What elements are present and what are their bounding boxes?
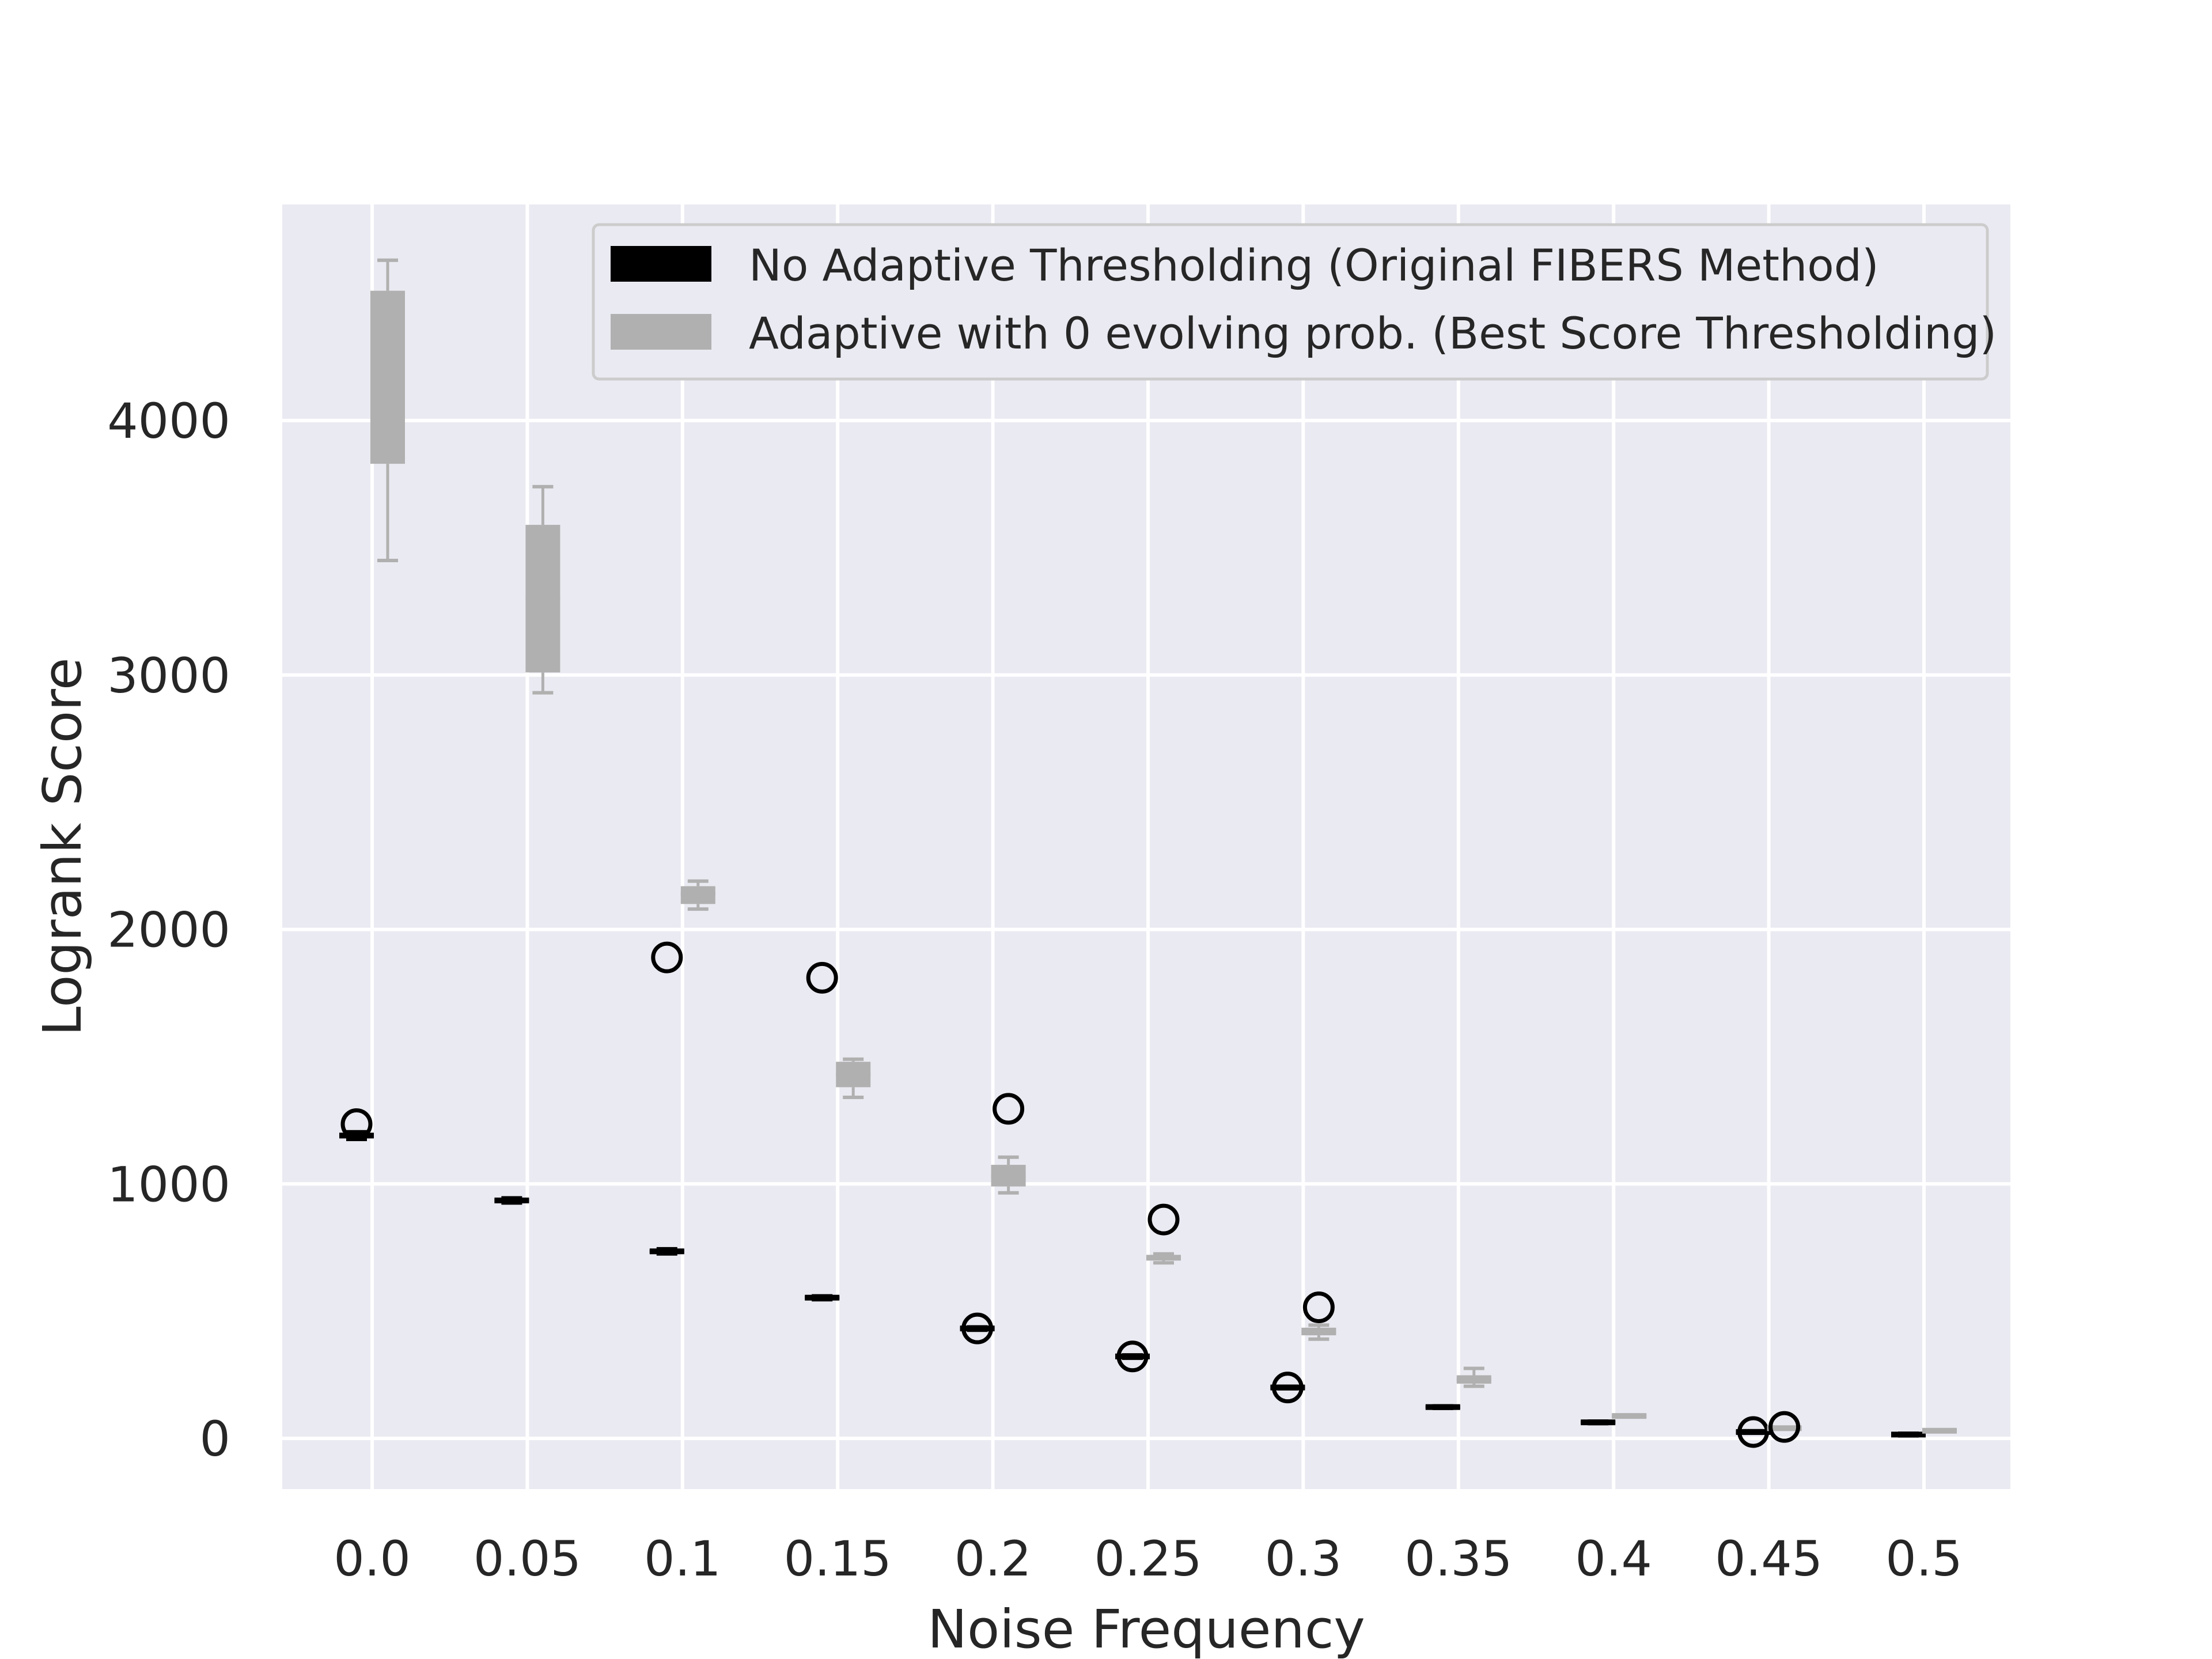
box-series1-cat2 — [680, 879, 715, 911]
legend-label-no-adaptive: No Adaptive Thresholding (Original FIBER… — [749, 240, 1879, 291]
grid-layer — [282, 204, 2010, 1489]
box-series0-cat4 — [960, 1312, 995, 1344]
box-series1-cat0 — [370, 258, 405, 562]
box-series0-cat7 — [1425, 1404, 1460, 1410]
box-series1-cat3 — [836, 1057, 871, 1100]
box-series0-cat3 — [805, 961, 840, 1302]
outlier-point — [1302, 1291, 1335, 1323]
x-tick-label-0: 0.0 — [334, 1531, 411, 1587]
box-series0-cat10 — [1891, 1431, 1926, 1438]
series-1 — [370, 258, 1957, 1443]
x-tick-label-7: 0.35 — [1404, 1531, 1512, 1587]
legend-frame — [592, 223, 1989, 381]
x-tick-label-1: 0.05 — [474, 1531, 581, 1587]
y-tick-label-1000: 1000 — [107, 1156, 230, 1213]
x-axis-label: Noise Frequency — [927, 1599, 1365, 1659]
x-tick-label-3: 0.15 — [784, 1531, 892, 1587]
outlier-point — [1271, 1372, 1304, 1404]
outlier-point — [961, 1312, 994, 1344]
x-tick-label-4: 0.2 — [955, 1531, 1032, 1587]
box-series0-cat1 — [494, 1196, 529, 1205]
box-series1-cat10 — [1922, 1427, 1957, 1434]
box-series0-cat0 — [339, 1108, 374, 1141]
x-tick-label-8: 0.4 — [1575, 1531, 1652, 1587]
y-tick-label-4000: 4000 — [107, 393, 230, 449]
legend-swatch-adaptive — [611, 314, 711, 350]
y-tick-label-3000: 3000 — [107, 647, 230, 704]
y-tick-labels: 0 1000 2000 3000 4000 — [107, 393, 230, 1467]
outlier-point — [993, 1093, 1025, 1125]
outlier-point — [806, 961, 838, 994]
iqr-box — [370, 290, 405, 464]
x-tick-label-2: 0.1 — [644, 1531, 721, 1587]
box-series0-cat6 — [1270, 1372, 1305, 1404]
y-axis-label: Logrank Score — [32, 657, 93, 1036]
x-tick-label-6: 0.3 — [1265, 1531, 1342, 1587]
legend: No Adaptive Thresholding (Original FIBER… — [592, 223, 1997, 381]
outlier-point — [1147, 1203, 1180, 1236]
series-0 — [339, 941, 1926, 1448]
box-series1-cat1 — [525, 484, 560, 695]
legend-swatch-no-adaptive — [611, 246, 711, 282]
box-series0-cat5 — [1115, 1340, 1150, 1373]
x-tick-label-10: 0.5 — [1885, 1531, 1963, 1587]
outlier-point — [651, 941, 683, 974]
x-tick-label-5: 0.25 — [1094, 1531, 1202, 1587]
outlier-point — [1768, 1411, 1801, 1443]
box-series1-cat7 — [1456, 1366, 1491, 1388]
box-series0-cat8 — [1581, 1419, 1616, 1426]
legend-label-adaptive: Adaptive with 0 evolving prob. (Best Sco… — [749, 308, 1997, 359]
box-series1-cat5 — [1146, 1203, 1181, 1265]
y-tick-label-0: 0 — [200, 1411, 230, 1467]
series-layer — [339, 258, 1957, 1448]
y-tick-label-2000: 2000 — [107, 902, 230, 959]
outlier-point — [340, 1108, 373, 1140]
box-series1-cat9 — [1767, 1411, 1802, 1443]
box-series1-cat4 — [991, 1093, 1026, 1195]
box-series0-cat2 — [649, 941, 684, 1256]
box-series1-cat8 — [1612, 1413, 1647, 1419]
outlier-point — [1737, 1416, 1770, 1448]
box-series1-cat6 — [1301, 1291, 1336, 1341]
box-series0-cat9 — [1736, 1416, 1771, 1448]
x-tick-labels: 0.0 0.05 0.1 0.15 0.2 0.25 0.3 0.35 0.4 0.45 0.5 — [334, 1531, 1963, 1587]
x-tick-label-9: 0.45 — [1715, 1531, 1823, 1587]
outlier-point — [1116, 1340, 1149, 1373]
